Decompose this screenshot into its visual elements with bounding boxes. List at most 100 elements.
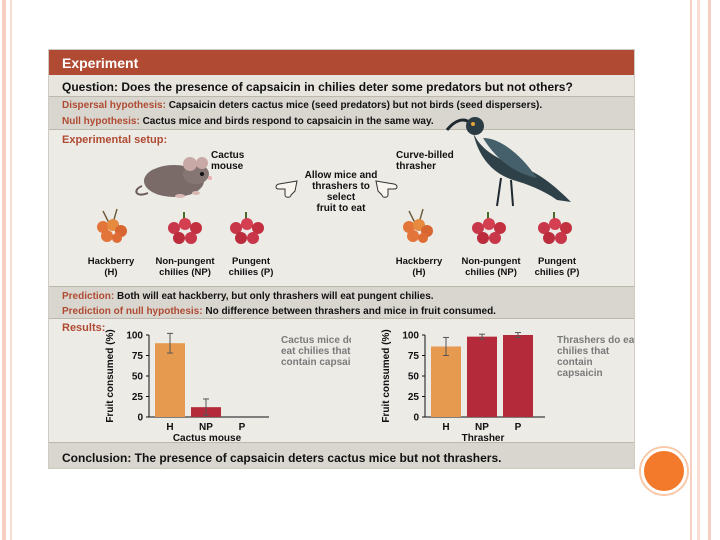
curve-billed-thrasher-illustration <box>445 117 571 207</box>
fruit-code: chilies (NP) <box>159 267 211 278</box>
chart-annotation-line: Cactus mice don't <box>281 335 351 346</box>
chart-annotation-line: chilies that <box>557 346 610 357</box>
fruit-name: Non-pungent <box>461 256 521 267</box>
non-pungent-chili-cluster-right <box>472 212 506 244</box>
x-axis-label: Cactus mouse <box>173 433 242 442</box>
allow-line-2: thrashers to <box>312 181 370 192</box>
question-band <box>49 75 634 97</box>
results-band <box>49 319 634 443</box>
right-border-stripe-middle <box>697 0 700 540</box>
question-text: Does the presence of capsaicin in chilie… <box>121 80 573 94</box>
allow-line-4: fruit to eat <box>316 203 366 214</box>
null-hypothesis-line: Null hypothesis: Cactus mice and birds r… <box>62 116 434 127</box>
cactus-mouse-illustration <box>135 157 212 198</box>
prediction-label: Prediction: <box>62 291 115 302</box>
fruit-label-non-pungent-right: Non-pungent chilies (NP) <box>451 256 531 278</box>
prediction-text: Both will eat hackberry, but only thrash… <box>117 291 434 302</box>
bar-p <box>503 335 533 417</box>
pungent-chili-cluster-left <box>230 212 264 244</box>
mouse-label: Cactus mouse <box>211 150 244 172</box>
hackberry-cluster-left <box>97 208 127 243</box>
y-tick-label: 0 <box>137 413 143 424</box>
thrasher-bar-chart: Fruit consumed (%) 0 25 50 75 100 H NP P Thrasher… <box>381 329 635 442</box>
chart-annotation-line: Thrashers do eat <box>557 335 635 346</box>
null-prediction-text: No difference between thrashers and mice… <box>205 306 496 317</box>
fruit-code: (H) <box>412 267 426 278</box>
y-tick-label: 50 <box>408 372 420 383</box>
allow-selection-text: Allow mice and thrashers to select fruit… <box>286 170 396 214</box>
dispersal-hypothesis-label: Dispersal hypothesis: <box>62 100 166 111</box>
hackberry-cluster-right <box>403 208 433 243</box>
fruit-name: Pungent <box>232 256 270 267</box>
x-tick-label-p: P <box>515 422 522 433</box>
mouse-label-line-2: mouse <box>211 161 244 172</box>
results-title: Results: <box>62 322 106 334</box>
question-label: Question: <box>62 80 118 94</box>
hypothesis-band <box>49 97 634 130</box>
thrasher-label-line-2: thrasher <box>396 161 437 172</box>
pointing-hand-right-icon <box>375 180 398 198</box>
setup-title: Experimental setup: <box>62 134 168 146</box>
fruit-label-pungent-right: Pungent chilies (P) <box>517 256 597 278</box>
conclusion-label: Conclusion: <box>62 451 132 465</box>
question-line: Question: Does the presence of capsaicin… <box>62 80 573 94</box>
fruit-name: Non-pungent <box>155 256 215 267</box>
y-tick-label: 50 <box>132 372 144 383</box>
y-tick-label: 100 <box>126 331 143 342</box>
conclusion-band <box>49 443 634 468</box>
y-axis-label: Fruit consumed (%) <box>381 329 392 422</box>
non-pungent-chili-cluster-left <box>168 212 202 244</box>
allow-line-1: Allow mice and <box>304 170 378 181</box>
y-tick-label: 75 <box>408 351 420 362</box>
null-prediction-line: Prediction of null hypothesis: No differ… <box>62 306 496 317</box>
conclusion-line: Conclusion: The presence of capsaicin de… <box>62 451 501 465</box>
y-tick-label: 25 <box>408 392 420 403</box>
dispersal-hypothesis-text: Capsaicin deters cactus mice (seed preda… <box>168 100 543 111</box>
y-tick-label: 75 <box>132 351 144 362</box>
y-tick-label: 25 <box>132 392 144 403</box>
x-tick-label-h: H <box>166 422 173 433</box>
dispersal-hypothesis-line: Dispersal hypothesis: Capsaicin deters c… <box>62 100 542 111</box>
slide-ornament-circle <box>641 448 687 494</box>
x-tick-label-np: NP <box>475 422 489 433</box>
fruit-code: chilies (NP) <box>465 267 517 278</box>
prediction-line: Prediction: Both will eat hackberry, but… <box>62 291 434 302</box>
fruit-name: Pungent <box>538 256 576 267</box>
bar-h <box>431 346 461 417</box>
experiment-figure: Experiment Question: Does the presence o… <box>48 49 635 469</box>
allow-line-3: select <box>326 192 356 203</box>
fruit-name: Hackberry <box>87 256 135 267</box>
thrasher-label-line-1: Curve-billed <box>396 150 454 161</box>
null-hypothesis-text: Cactus mice and birds respond to capsaic… <box>142 116 434 127</box>
x-axis-label: Thrasher <box>462 433 505 442</box>
y-axis-label: Fruit consumed (%) <box>105 329 116 422</box>
y-tick-label: 100 <box>402 331 419 342</box>
right-border-stripe-outer <box>708 0 711 540</box>
conclusion-text: The presence of capsaicin deters cactus … <box>134 451 502 465</box>
null-hypothesis-label: Null hypothesis: <box>62 116 140 127</box>
fruit-label-hackberry-right: Hackberry (H) <box>379 256 459 278</box>
fruit-label-hackberry-left: Hackberry (H) <box>71 256 151 278</box>
chart-annotation-line: eat chilies that <box>281 346 351 357</box>
x-tick-label-p: P <box>239 422 246 433</box>
left-border-stripe-inner <box>10 0 12 540</box>
fruit-code: (H) <box>104 267 118 278</box>
fruit-name: Hackberry <box>395 256 443 267</box>
fruit-label-pungent-left: Pungent chilies (P) <box>211 256 291 278</box>
x-tick-label-h: H <box>442 422 449 433</box>
bar-h <box>155 343 185 417</box>
pungent-chili-cluster-right <box>538 212 572 244</box>
thrasher-label: Curve-billed thrasher <box>396 150 454 172</box>
pointing-hand-left-icon <box>275 180 298 198</box>
y-tick-label: 0 <box>413 413 419 424</box>
mouse-label-line-1: Cactus <box>211 150 245 161</box>
figure-header: Experiment <box>49 50 634 75</box>
fruit-code: chilies (P) <box>228 267 274 278</box>
chart-annotation-line: capsaicin <box>557 368 603 379</box>
bar-np <box>467 336 497 417</box>
figure-title: Experiment <box>62 55 139 71</box>
setup-band <box>49 130 634 287</box>
fruit-label-non-pungent-left: Non-pungent chilies (NP) <box>145 256 225 278</box>
x-tick-label-np: NP <box>199 422 213 433</box>
